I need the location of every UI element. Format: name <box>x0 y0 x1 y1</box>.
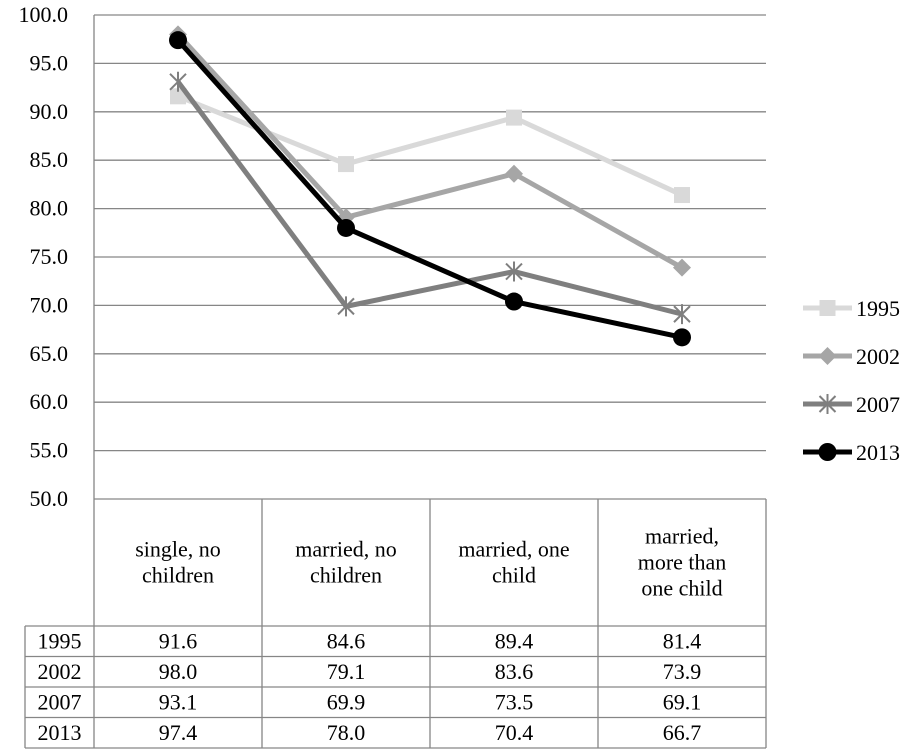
series-line-1995 <box>177 93 684 198</box>
table-cell-value: 84.6 <box>327 628 366 653</box>
table-cell-value: 98.0 <box>159 659 198 684</box>
category-label: one child <box>641 576 722 601</box>
legend-label: 2007 <box>856 392 900 417</box>
data-point <box>337 218 355 237</box>
series-line-2007 <box>175 80 683 317</box>
table-cell-value: 83.6 <box>495 659 534 684</box>
legend-label: 2002 <box>856 344 900 369</box>
category-label: children <box>142 563 214 588</box>
table-cell-value: 69.9 <box>327 689 366 714</box>
table-series-label: 1995 <box>38 628 82 653</box>
legend-label: 2013 <box>856 440 900 465</box>
category-label: more than <box>638 550 727 575</box>
data-point <box>505 164 523 183</box>
table-cell-value: 78.0 <box>327 720 366 745</box>
table-cell-value: 69.1 <box>663 689 702 714</box>
category-label: married, one <box>458 537 569 562</box>
legend-marker <box>818 347 837 365</box>
table-cell-value: 70.4 <box>495 720 534 745</box>
table-series-label: 2002 <box>38 659 82 684</box>
table-series-label: 2013 <box>38 720 82 745</box>
data-point <box>337 296 355 317</box>
legend-marker <box>818 394 837 414</box>
legend-label: 1995 <box>856 296 900 321</box>
data-point <box>673 304 691 325</box>
data-point <box>338 156 354 173</box>
category-label: children <box>310 563 382 588</box>
y-tick-label: 90.0 <box>30 99 69 124</box>
legend-marker <box>818 443 837 461</box>
data-point <box>505 261 523 282</box>
y-tick-label: 55.0 <box>30 438 69 463</box>
table-cell-value: 97.4 <box>159 720 198 745</box>
y-tick-label: 70.0 <box>30 292 69 317</box>
table-series-label: 2007 <box>38 689 82 714</box>
y-tick-label: 80.0 <box>30 196 69 221</box>
data-point <box>169 71 187 92</box>
series-line-2013 <box>176 38 683 340</box>
table-cell-value: 93.1 <box>159 689 198 714</box>
y-tick-label: 85.0 <box>30 147 69 172</box>
data-point <box>169 31 187 50</box>
data-point <box>505 292 523 311</box>
data-point <box>674 187 690 204</box>
data-point <box>506 109 522 126</box>
table-cell-value: 79.1 <box>327 659 366 684</box>
y-tick-label: 75.0 <box>30 244 69 269</box>
category-label: single, no <box>135 537 221 562</box>
table-cell-value: 81.4 <box>663 628 702 653</box>
table-cell-value: 66.7 <box>663 720 702 745</box>
data-point <box>673 328 691 347</box>
data-point <box>170 88 186 105</box>
y-tick-label: 95.0 <box>30 50 69 75</box>
y-tick-label: 65.0 <box>30 341 69 366</box>
category-label: married, <box>645 524 719 549</box>
table-cell-value: 73.5 <box>495 689 534 714</box>
category-label: child <box>492 563 536 588</box>
y-tick-label: 50.0 <box>30 486 69 511</box>
data-point <box>673 258 691 277</box>
legend-marker <box>819 300 836 316</box>
table-cell-value: 91.6 <box>159 628 198 653</box>
category-label: married, no <box>295 537 396 562</box>
table-cell-value: 89.4 <box>495 628 534 653</box>
series-line-2002 <box>176 32 684 270</box>
table-cell-value: 73.9 <box>663 659 702 684</box>
y-tick-label: 60.0 <box>30 389 69 414</box>
y-tick-label: 100.0 <box>19 2 69 27</box>
